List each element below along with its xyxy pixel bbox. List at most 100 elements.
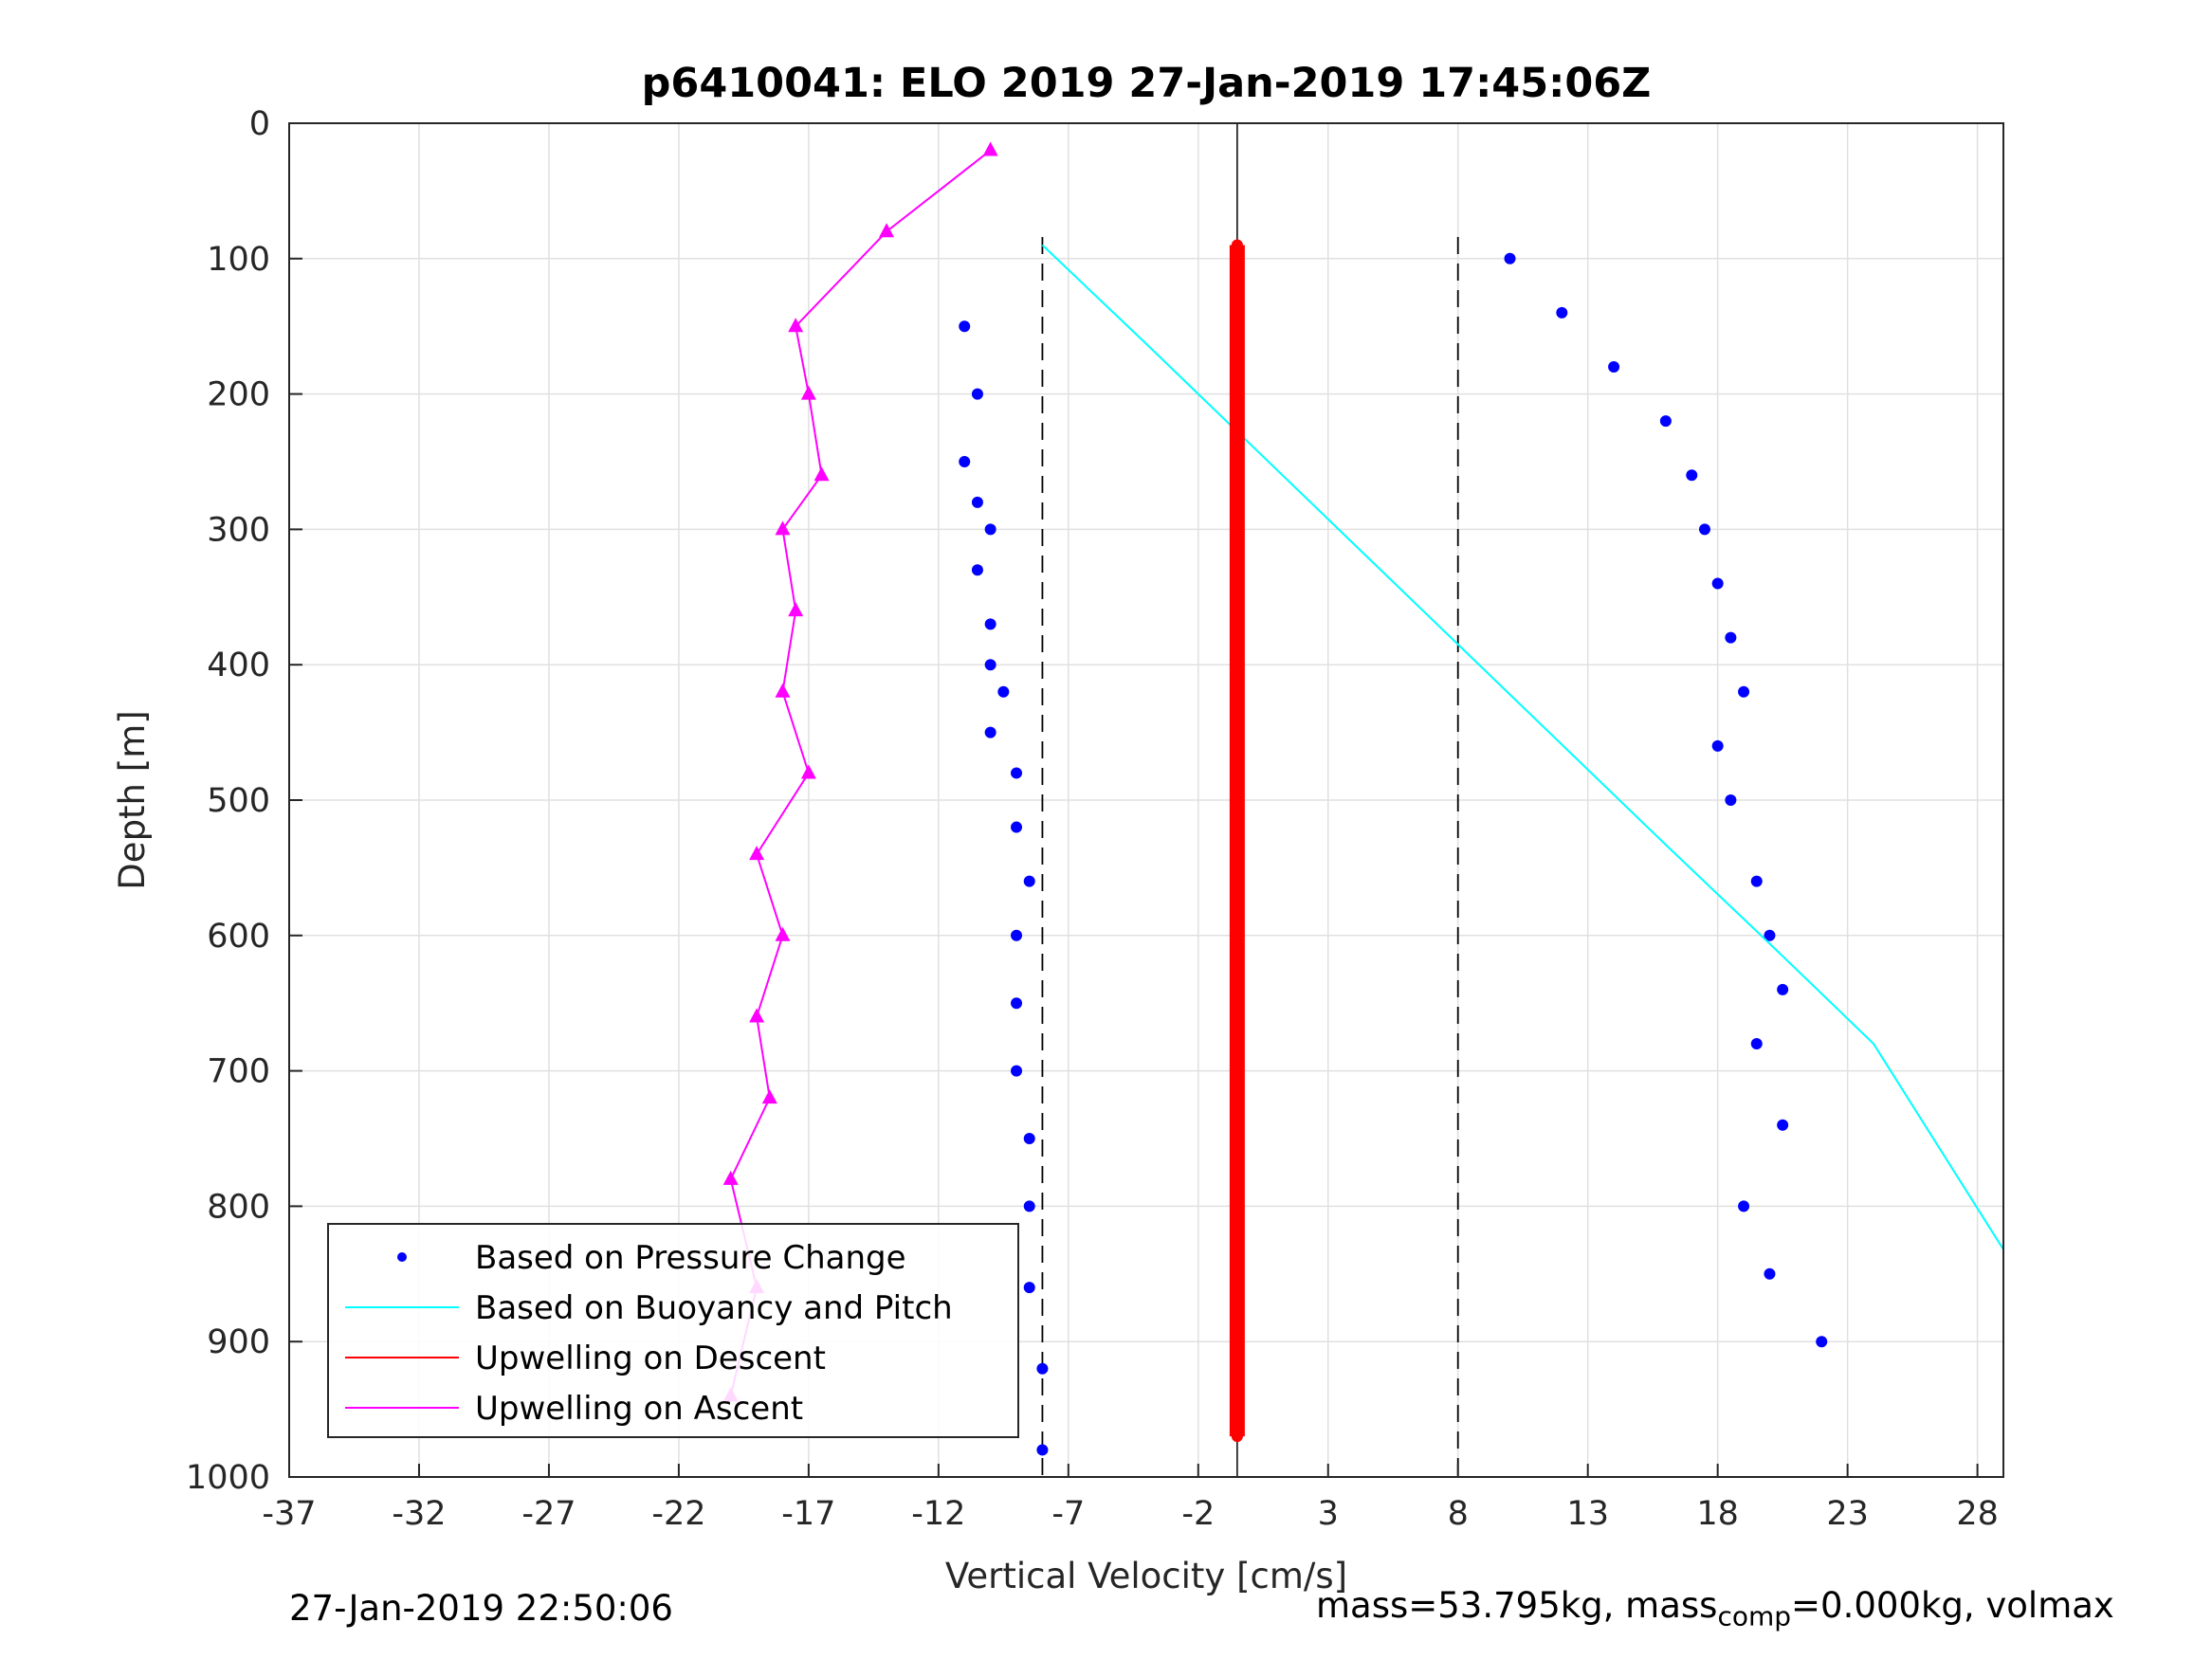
pressure-point	[984, 618, 996, 630]
footer-timestamp: 27-Jan-2019 22:50:06	[289, 1588, 673, 1629]
descent-point	[1231, 794, 1243, 806]
pressure-point	[1750, 1038, 1763, 1050]
pressure-point	[1738, 1200, 1750, 1212]
x-tick-label: 28	[1956, 1495, 1999, 1533]
legend: Based on Pressure Change Based on Buoyanc…	[327, 1223, 1019, 1438]
y-tick-label: 700	[207, 1053, 270, 1091]
pressure-point	[1750, 875, 1763, 887]
pressure-point	[1738, 685, 1750, 698]
x-tick-label: -2	[1181, 1495, 1215, 1533]
pressure-point	[971, 564, 983, 576]
x-tick-label: -17	[781, 1495, 835, 1533]
pressure-point	[1023, 1200, 1035, 1212]
ascent-marker	[982, 141, 998, 156]
pressure-point	[1608, 361, 1620, 374]
x-tick-label: 13	[1566, 1495, 1609, 1533]
y-tick-label: 600	[207, 918, 270, 956]
ascent-marker	[814, 466, 830, 482]
pressure-point	[1011, 821, 1023, 833]
pressure-point	[959, 320, 971, 333]
pressure-point	[1777, 1119, 1789, 1131]
pressure-point	[971, 388, 983, 400]
x-tick-label: -22	[651, 1495, 705, 1533]
descent-point	[1231, 1431, 1243, 1443]
pressure-point	[1764, 929, 1776, 941]
x-tick-label: -27	[521, 1495, 576, 1533]
x-tick-label: 8	[1448, 1495, 1469, 1533]
y-tick-label: 100	[207, 241, 270, 279]
pressure-point	[1023, 875, 1035, 887]
x-tick-label: -32	[392, 1495, 446, 1533]
pressure-point	[997, 685, 1010, 698]
ticks: -37 -32 -27 -22 -17 -12 -7 -2 3 8 13 18 23 28 0 100 200 3…	[186, 105, 1999, 1533]
x-axis-label: Vertical Velocity [cm/s]	[945, 1556, 1347, 1596]
ascent-marker	[788, 602, 804, 617]
y-tick-label: 500	[207, 782, 270, 820]
pressure-point	[1036, 1444, 1049, 1456]
pressure-point	[1023, 1282, 1035, 1294]
ascent-marker	[722, 1170, 739, 1185]
pressure-point	[1011, 997, 1023, 1010]
pressure-point	[984, 523, 996, 536]
pressure-point	[971, 496, 983, 508]
pressure-point	[1659, 415, 1672, 428]
y-tick-label: 400	[207, 647, 270, 684]
x-tick-label: -37	[262, 1495, 316, 1533]
legend-label: Based on Pressure Change	[475, 1239, 906, 1277]
footer-mass-info: mass=53.795kg, masscomp=0.000kg, volmax	[1316, 1585, 2114, 1632]
footer-mass: mass=53.795kg, mass	[1316, 1585, 1718, 1626]
series-1	[1504, 252, 1828, 1348]
y-tick-label: 0	[249, 105, 270, 143]
y-tick-label: 200	[207, 376, 270, 414]
pressure-point	[1725, 794, 1737, 806]
pressure-point	[1011, 1065, 1023, 1077]
pressure-point	[959, 456, 971, 467]
ascent-marker	[761, 1089, 777, 1104]
ascent-marker	[775, 683, 791, 698]
pressure-point	[1023, 1133, 1035, 1144]
x-tick-label: 3	[1318, 1495, 1339, 1533]
ascent-marker	[749, 1008, 765, 1023]
series-3	[1229, 239, 1245, 1443]
x-tick-label: 23	[1826, 1495, 1869, 1533]
descent-point	[1231, 523, 1243, 536]
legend-label: Based on Buoyancy and Pitch	[475, 1289, 953, 1327]
y-tick-label: 300	[207, 511, 270, 549]
pressure-point	[1725, 631, 1737, 644]
pressure-point	[1504, 252, 1516, 264]
pressure-point	[1036, 1362, 1049, 1375]
descent-point	[1231, 239, 1243, 251]
legend-swatch-dot	[397, 1252, 407, 1262]
ascent-marker	[749, 846, 765, 861]
legend-box	[327, 1223, 1019, 1438]
ascent-marker	[788, 318, 804, 333]
pressure-point	[984, 659, 996, 671]
pressure-point	[1011, 767, 1023, 779]
pressure-point	[1711, 739, 1724, 752]
ascent-marker	[775, 520, 791, 536]
pressure-point	[1556, 306, 1568, 319]
buoyancy-line	[1041, 244, 2004, 1250]
chart-title: p6410041: ELO 2019 27-Jan-2019 17:45:06Z	[642, 60, 1652, 107]
ascent-marker	[800, 385, 816, 400]
pressure-point	[1711, 577, 1724, 590]
pressure-point	[1698, 523, 1710, 536]
pressure-point	[1777, 983, 1789, 995]
series-0	[959, 320, 1049, 1456]
pressure-point	[1764, 1267, 1776, 1280]
series-2	[1041, 244, 2004, 1250]
descent-point	[1231, 1065, 1243, 1077]
pressure-point	[1011, 929, 1023, 941]
legend-label: Upwelling on Ascent	[475, 1390, 803, 1428]
x-tick-label: -12	[911, 1495, 965, 1533]
pressure-point	[1686, 469, 1698, 482]
ascent-line	[729, 149, 992, 1396]
descent-upwelling-bar	[1229, 245, 1245, 1437]
pressure-point	[984, 726, 996, 738]
x-tick-label: -7	[1051, 1495, 1085, 1533]
x-tick-label: 18	[1696, 1495, 1739, 1533]
footer-mass-subscript: comp	[1717, 1600, 1792, 1632]
pressure-point	[1816, 1336, 1828, 1348]
legend-label: Upwelling on Descent	[475, 1340, 826, 1377]
y-tick-label: 900	[207, 1323, 270, 1361]
